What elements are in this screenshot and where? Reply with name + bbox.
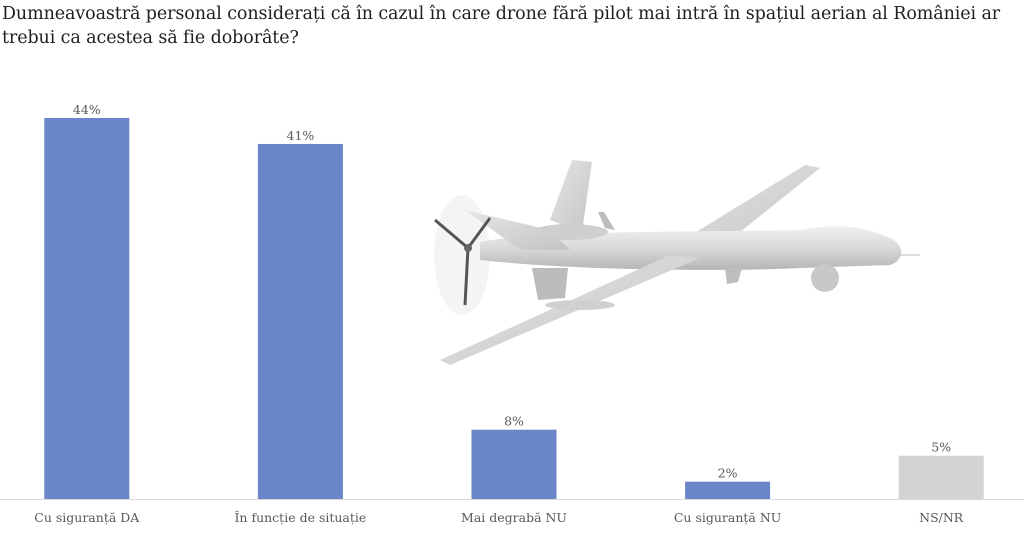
tail-fin-lower [532, 268, 568, 300]
category-label: Cu siguranță DA [34, 510, 140, 525]
propeller-blade [434, 218, 469, 250]
category-label: Mai degrabă NU [461, 510, 567, 525]
chart-title: Dumneavoastră personal considerați că în… [2, 4, 1001, 48]
drone-illustration [434, 160, 920, 365]
data-label: 5% [931, 440, 951, 455]
sensor-ball [811, 264, 839, 292]
bar-2 [471, 429, 557, 499]
propeller-disc [434, 195, 490, 315]
bar-4 [898, 455, 984, 499]
category-label: NS/NR [919, 510, 964, 525]
antenna [598, 212, 615, 230]
bar-3 [685, 481, 771, 499]
category-label: În funcție de situație [234, 510, 366, 525]
data-label: 41% [287, 128, 315, 143]
tail-fin-upper [550, 160, 592, 232]
wing-pylon [545, 300, 615, 310]
propeller-blade [466, 217, 492, 249]
category-label: Cu siguranță NU [674, 510, 781, 525]
data-label: 44% [73, 102, 101, 117]
propeller-hub [464, 244, 472, 252]
data-label: 2% [718, 466, 738, 481]
propeller-blade [463, 247, 470, 306]
landing-gear [725, 268, 742, 284]
bar-1 [257, 143, 343, 499]
data-label: 8% [504, 414, 524, 429]
bar-0 [44, 118, 130, 499]
horizontal-stabilizer [465, 210, 570, 250]
wing-near [440, 255, 700, 365]
wing-far [675, 165, 820, 248]
